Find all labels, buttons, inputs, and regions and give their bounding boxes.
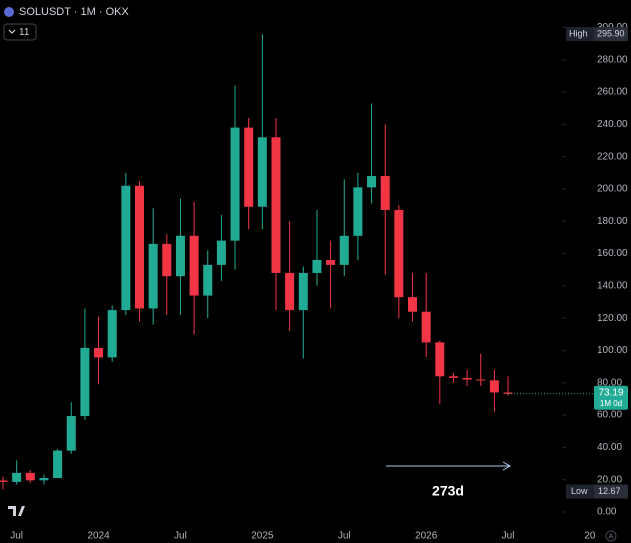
- candle-body: [12, 472, 22, 482]
- y-tick-label: 20.00: [597, 474, 622, 485]
- candle-body: [353, 187, 363, 236]
- y-tick-label: 100.00: [597, 345, 628, 356]
- low-value-bg: [594, 484, 628, 499]
- candle-body: [257, 137, 267, 207]
- high-tag: High: [569, 28, 588, 38]
- indicator-button[interactable]: [3, 23, 37, 41]
- auto-scale[interactable]: A: [605, 530, 617, 542]
- candle-body: [148, 243, 158, 309]
- y-tick-label: 120.00: [597, 313, 628, 324]
- candle-body: [489, 380, 499, 393]
- measure-label: 273d: [432, 483, 464, 499]
- candle-body: [175, 235, 185, 277]
- low-tag: Low: [571, 486, 588, 496]
- candle-body: [94, 347, 104, 358]
- candle-body: [285, 272, 295, 311]
- last-price-box: [594, 385, 628, 410]
- candle-body: [162, 243, 172, 277]
- low-value: 12.67: [598, 486, 621, 496]
- candle-body: [421, 311, 431, 343]
- y-tick-label: 260.00: [597, 87, 628, 98]
- candle-body: [189, 235, 199, 296]
- y-tick-label: 60.00: [597, 410, 622, 421]
- candle-body: [0, 480, 8, 482]
- y-tick-label: 40.00: [597, 442, 622, 453]
- candle-body: [408, 297, 417, 312]
- candle-body: [230, 127, 240, 241]
- y-tick-label: 140.00: [597, 281, 628, 292]
- candle-body: [244, 127, 254, 207]
- high-tag-bg: [566, 27, 594, 42]
- x-tick-label: 20: [584, 531, 596, 542]
- chart-title: SOLUSDT · 1M · OKX: [19, 6, 129, 18]
- candle-body: [326, 260, 336, 265]
- indicator-count: 11: [19, 27, 30, 38]
- y-tick-label: 280.00: [597, 54, 628, 65]
- candle-body: [476, 379, 486, 381]
- candle-body: [66, 416, 76, 451]
- candle-body: [203, 264, 213, 296]
- auto-scale-ring[interactable]: [605, 530, 617, 542]
- candle-body: [271, 137, 281, 273]
- y-tick-label: 240.00: [597, 119, 628, 130]
- last-price-label: 73.19: [598, 387, 623, 398]
- candle-body: [107, 310, 117, 358]
- y-tick-label: 80.00: [597, 377, 622, 388]
- x-tick-label: Jul: [10, 531, 23, 542]
- y-tick-label: 180.00: [597, 216, 628, 227]
- candle-body: [39, 478, 49, 481]
- high-value: 295.90: [597, 28, 625, 38]
- countdown-label: 1M 0d: [600, 399, 622, 408]
- candle-body: [503, 392, 513, 394]
- y-tick-label: 160.00: [597, 248, 628, 259]
- x-tick-label: Jul: [502, 531, 515, 542]
- candle-body: [298, 272, 308, 311]
- symbol-icon: [4, 7, 14, 17]
- candle-body: [435, 342, 445, 377]
- x-tick-label: Jul: [174, 531, 187, 542]
- y-tick-label: 220.00: [597, 151, 628, 162]
- auto-scale-button[interactable]: A: [609, 533, 614, 540]
- candle-body: [80, 347, 90, 417]
- candle-body: [216, 240, 226, 265]
- candle-body: [312, 260, 322, 273]
- low-tag-bg: [566, 484, 594, 499]
- candle-body: [121, 185, 131, 311]
- high-value-bg: [594, 27, 628, 42]
- candle-body: [394, 209, 404, 298]
- y-tick-label: 0.00: [597, 507, 617, 518]
- x-tick-label: 2026: [415, 531, 438, 542]
- y-tick-label: 200.00: [597, 184, 628, 195]
- x-tick-label: Jul: [338, 531, 351, 542]
- candle-body: [448, 376, 458, 378]
- x-tick-label: 2025: [251, 531, 274, 542]
- candle-body: [367, 176, 377, 188]
- tv-logo: [8, 506, 25, 516]
- candle-body: [462, 377, 472, 380]
- measure-arrowhead: [502, 461, 512, 471]
- x-tick-label: 2024: [87, 531, 110, 542]
- candle-body: [339, 235, 349, 265]
- chevron-icon: [8, 29, 16, 34]
- candle-body: [25, 472, 35, 481]
- candle-body: [135, 185, 144, 309]
- candle-body: [53, 450, 63, 479]
- candle-body: [380, 176, 390, 210]
- indicator-toggle[interactable]: 11: [3, 23, 37, 41]
